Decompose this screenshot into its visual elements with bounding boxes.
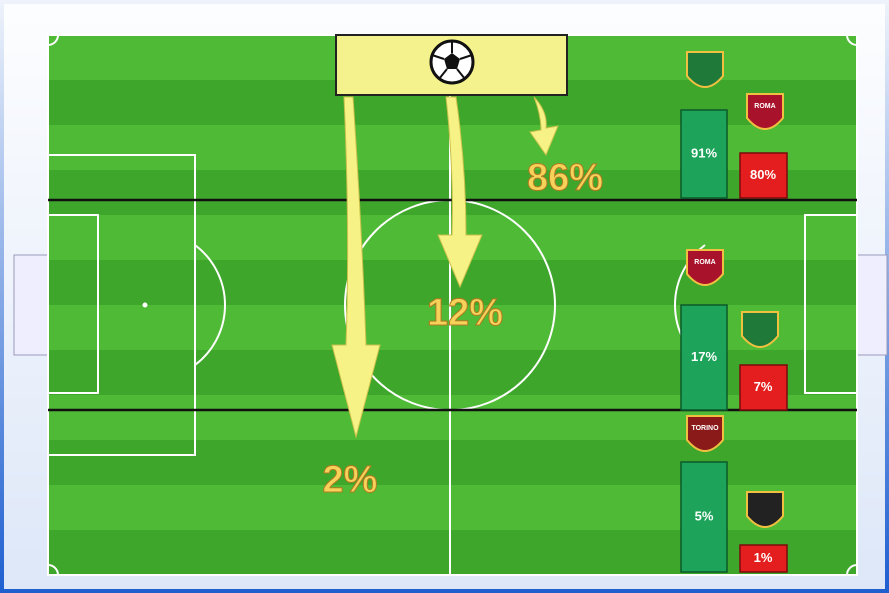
right-goal xyxy=(857,255,887,355)
crest-text: ROMA xyxy=(694,259,715,266)
pitch-stripe xyxy=(48,530,857,575)
crest-text: ROMA xyxy=(754,103,775,110)
zone-share: 86% xyxy=(527,157,603,199)
ball-icon xyxy=(431,41,473,83)
green-bar-label: 17% xyxy=(691,349,717,364)
green-bar-label: 5% xyxy=(695,508,714,523)
pitch-stripe xyxy=(48,395,857,440)
team-crest xyxy=(687,250,723,285)
green-bar-label: 91% xyxy=(691,145,717,160)
zone-share: 12% xyxy=(427,292,503,334)
pitch-stripe xyxy=(48,485,857,530)
red-bar-label: 80% xyxy=(750,167,776,182)
team-crest xyxy=(687,416,723,451)
red-bar-label: 1% xyxy=(754,550,773,565)
left-goal xyxy=(14,255,48,355)
crest-text: TORINO xyxy=(691,425,719,432)
team-crest xyxy=(742,312,778,347)
team-crest xyxy=(687,52,723,87)
pitch-stripe xyxy=(48,440,857,485)
red-bar-label: 7% xyxy=(754,379,773,394)
team-crest xyxy=(747,94,783,129)
infographic: 86% 91% 80% ROMA 12% 17% 7% ROMA 2% 5% 1% TORINO xyxy=(0,0,889,593)
zone-share: 2% xyxy=(323,459,378,501)
team-crest xyxy=(747,492,783,527)
pitch-stripe xyxy=(48,350,857,395)
